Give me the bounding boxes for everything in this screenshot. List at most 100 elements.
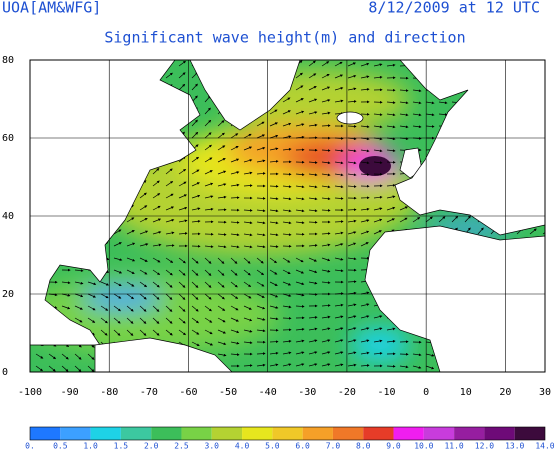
wave-arrow — [308, 185, 318, 189]
wave-arrow — [217, 132, 225, 139]
colorbar-swatch — [90, 427, 121, 440]
wave-arrow — [321, 197, 331, 201]
wave-arrow — [386, 125, 396, 129]
wave-arrow — [139, 305, 147, 312]
wave-arrow — [256, 233, 266, 237]
x-tick-label: -100 — [18, 387, 42, 398]
wave-arrow — [295, 363, 305, 367]
wave-arrow — [165, 305, 173, 312]
wave-arrow — [347, 303, 357, 307]
wave-arrow — [334, 339, 344, 343]
y-tick-label: 40 — [2, 211, 14, 222]
wave-arrow — [321, 161, 331, 165]
wave-arrow — [256, 245, 266, 249]
colorbar-label: 3.0 — [205, 442, 220, 450]
wave-arrow — [334, 243, 344, 247]
wave-arrow — [35, 365, 43, 372]
wave-arrow — [282, 97, 291, 103]
wave-arrow — [165, 72, 173, 79]
wave-arrow — [178, 329, 187, 336]
wave-arrow — [412, 113, 422, 117]
wave-arrow — [100, 329, 108, 336]
wave-arrow — [61, 305, 71, 310]
wave-arrow — [113, 242, 122, 247]
wave-arrow — [139, 205, 148, 211]
wave-arrow — [48, 365, 56, 372]
wave-arrow — [308, 209, 318, 213]
wave-arrow — [165, 317, 173, 324]
wave-arrow — [87, 353, 95, 360]
wave-arrow — [191, 83, 198, 91]
wave-arrow — [204, 329, 213, 335]
wave-arrow — [386, 101, 396, 104]
wave-arrow — [152, 193, 161, 199]
wave-arrow — [334, 173, 344, 177]
wave-arrow — [308, 363, 318, 367]
wave-arrow — [334, 161, 344, 165]
wave-arrow — [321, 232, 331, 235]
wave-arrow — [308, 220, 318, 224]
wave-arrow — [308, 173, 318, 177]
wave-arrow — [191, 305, 199, 312]
wave-arrow — [100, 317, 108, 324]
wave-arrow — [256, 159, 266, 163]
wave-arrow — [360, 230, 370, 235]
wave-arrow — [217, 158, 226, 163]
wave-arrow — [126, 269, 135, 274]
wave-arrow — [269, 197, 279, 201]
wave-arrow — [295, 221, 305, 225]
wave-peak — [359, 156, 391, 176]
wave-arrow — [256, 352, 266, 356]
wave-arrow — [243, 159, 253, 163]
wave-arrow — [282, 209, 292, 213]
subtitle: Significant wave height(m) and direction — [104, 29, 465, 47]
wave-arrow — [295, 281, 305, 285]
wave-arrow — [204, 195, 214, 199]
source-label: UOA[AM&WFG] — [2, 0, 101, 17]
wave-arrow — [217, 293, 225, 300]
wave-arrow — [243, 305, 252, 310]
wave-arrow — [87, 281, 97, 286]
wave-arrow — [347, 315, 357, 319]
wave-arrow — [139, 230, 149, 235]
wave-arrow — [230, 221, 240, 224]
wave-arrow — [230, 305, 239, 311]
wave-arrow — [191, 156, 200, 163]
wave-arrow — [308, 339, 318, 343]
wave-arrow — [113, 293, 122, 299]
wave-arrow — [347, 257, 357, 261]
wave-arrow — [347, 87, 357, 91]
wave-arrow — [191, 257, 199, 264]
wave-arrow — [334, 149, 344, 153]
wave-arrow — [412, 365, 422, 369]
wave-arrow — [126, 257, 136, 262]
wave-arrow — [269, 257, 278, 264]
wave-arrow — [126, 230, 135, 235]
wave-arrow — [269, 293, 279, 298]
wave-arrow — [113, 269, 123, 274]
wave-arrow — [282, 305, 292, 309]
wave-arrow — [243, 233, 253, 237]
wave-arrow — [139, 269, 148, 275]
wave-arrow — [308, 111, 318, 115]
colorbar-label: 2.5 — [174, 442, 189, 450]
wave-arrow — [347, 149, 357, 153]
wave-arrow — [61, 365, 69, 372]
colorbar-swatch — [423, 427, 455, 440]
wave-arrow — [256, 305, 266, 310]
wave-arrow — [334, 185, 344, 189]
wave-arrow — [152, 218, 162, 223]
wave-arrow — [386, 327, 396, 331]
wave-arrow — [412, 125, 422, 129]
wave-arrow — [87, 305, 96, 311]
wave-arrow — [308, 281, 318, 285]
wave-arrow — [230, 293, 239, 299]
wave-arrow — [282, 147, 292, 151]
wave-arrow — [308, 327, 318, 331]
wave-arrow — [74, 281, 84, 285]
wave-arrow — [282, 351, 292, 355]
wave-arrow — [243, 184, 253, 187]
x-tick-label: 30 — [539, 387, 551, 398]
wave-arrow — [230, 317, 239, 322]
wave-arrow — [126, 305, 134, 312]
